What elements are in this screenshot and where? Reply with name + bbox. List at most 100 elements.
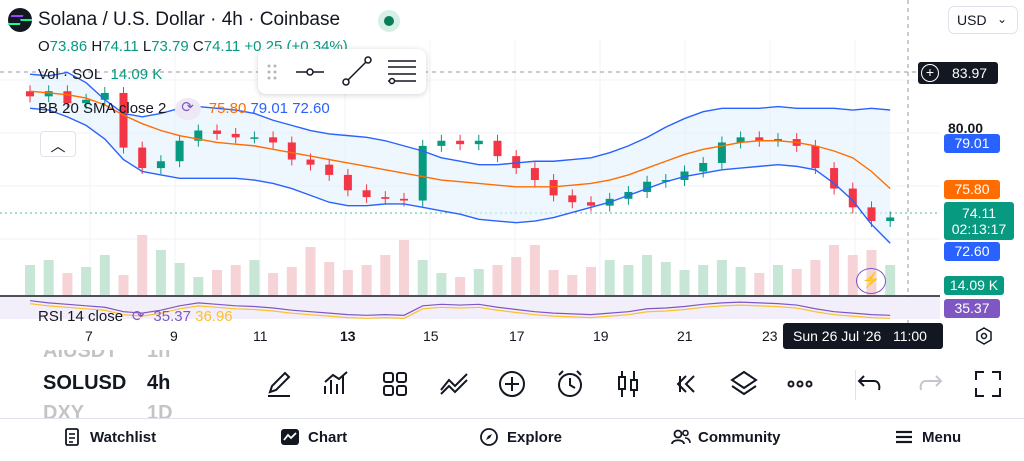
settings-hex-icon[interactable] [974, 326, 994, 346]
candle-body-38 [736, 137, 745, 143]
trend-line-icon[interactable] [342, 56, 372, 86]
volume-bar-13 [268, 273, 279, 295]
volume-bar-40 [773, 265, 783, 295]
volume-bar-36 [698, 265, 709, 295]
nav-watchlist[interactable]: Watchlist [65, 428, 156, 446]
symbol-row-dxy[interactable]: DXY 1D [43, 402, 173, 418]
volume-bar-18 [361, 265, 372, 295]
volume-bar-41 [791, 269, 802, 295]
candles-icon[interactable] [610, 366, 646, 402]
volume-bar-15 [305, 247, 316, 295]
volume-bar-12 [249, 260, 260, 295]
candle-body-8 [175, 140, 184, 162]
volume-bar-31 [604, 260, 615, 295]
plus-circle-icon[interactable] [494, 366, 530, 402]
open-value: 73.86 [49, 38, 88, 55]
volume-bar-11 [230, 265, 241, 295]
candle-body-3 [82, 99, 91, 104]
bb-label: BB 20 SMA close 2 [38, 99, 167, 117]
bb-legend[interactable]: BB 20 SMA close 2 ⟳ 75.80 79.01 72.60 [38, 98, 330, 120]
time-label-7: 7 [85, 328, 93, 344]
solana-logo [7, 8, 33, 32]
bb-basis-line [29, 90, 891, 190]
drag-handle-icon[interactable] [267, 64, 277, 80]
crosshair-price-tag[interactable]: + 83.97 [918, 62, 998, 84]
candle-body-27 [530, 168, 539, 181]
candle-body-35 [680, 171, 689, 181]
candle-body-1 [44, 91, 53, 97]
time-label-17: 17 [509, 328, 525, 344]
time-label-23: 23 [762, 328, 778, 344]
bb-basis-value: 75.80 [208, 99, 247, 117]
candle-body-28 [549, 180, 558, 196]
candle-body-25 [493, 140, 502, 157]
candle-body-13 [269, 137, 278, 143]
time-label-21: 21 [677, 328, 693, 344]
candle-body-18 [362, 190, 371, 198]
candle-body-33 [643, 181, 652, 192]
toolbar-divider [855, 370, 856, 400]
fib-retracement-icon[interactable] [388, 60, 416, 85]
refresh-icon[interactable]: ⟳ [174, 98, 201, 120]
collapse-legend-button[interactable]: ︿ [40, 131, 76, 157]
layers-icon[interactable] [726, 366, 762, 402]
bb-upper-value: 79.01 [250, 99, 289, 117]
grid-icon[interactable] [377, 366, 413, 402]
rsi-refresh-icon[interactable]: ⟳ [131, 308, 145, 325]
rewind-icon[interactable] [668, 366, 704, 402]
candle-body-10 [213, 130, 221, 134]
rsi-legend[interactable]: RSI 14 close ⟳ 35.37 36.96 [38, 307, 233, 325]
candle-body-40 [774, 139, 782, 141]
nav-chart[interactable]: Chart [281, 429, 347, 446]
more-icon[interactable] [782, 366, 818, 402]
volume-bar-43 [829, 245, 840, 295]
candle-body-21 [418, 145, 427, 201]
volume-legend[interactable]: Vol · SOL 14.09 K [38, 66, 162, 83]
candle-body-23 [456, 140, 465, 145]
symbol-row-aiusdt[interactable]: AIUSDT 1h [43, 350, 171, 362]
candle-body-6 [138, 147, 147, 169]
volume-bar-6 [137, 235, 148, 295]
horizontal-ray-icon[interactable] [296, 68, 324, 76]
volume-bar-0 [25, 265, 35, 295]
rsi-tag: 35.37 [944, 299, 1000, 318]
last-price-tag: 74.11 02:13:17 [944, 202, 1014, 240]
trend-icon[interactable] [437, 366, 473, 402]
nav-explore[interactable]: Explore [480, 428, 562, 446]
candle-body-39 [755, 137, 764, 141]
rsi-label: RSI 14 close [38, 308, 124, 325]
pencil-icon[interactable] [262, 366, 298, 402]
symbol-row-solusd[interactable]: SOLUSD 4h [43, 372, 171, 394]
volume-bar-38 [735, 267, 746, 295]
symbol-title[interactable]: Solana / U.S. Dollar · 4h · Coinbase [38, 9, 341, 30]
add-alert-icon[interactable]: + [921, 64, 939, 82]
volume-bar-32 [623, 265, 634, 295]
undo-icon[interactable] [852, 366, 888, 402]
symbol-list[interactable]: AIUSDT 1h SOLUSD 4h DXY 1D [0, 350, 180, 418]
alarm-icon[interactable] [552, 366, 588, 402]
ai-assistant-icon[interactable]: ⚡ [856, 268, 886, 294]
compass-icon [480, 428, 498, 446]
rsi-value: 35.37 [153, 308, 191, 325]
currency-select[interactable]: USD ⌄ [948, 6, 1018, 34]
candle-body-24 [474, 140, 483, 145]
nav-community[interactable]: Community [671, 429, 781, 446]
fullscreen-icon[interactable] [970, 366, 1006, 402]
volume-tag: 14.09 K [944, 276, 1004, 295]
nav-menu[interactable]: Menu [896, 429, 961, 446]
candle-body-45 [867, 207, 876, 222]
bb-lower-tag: 72.60 [944, 242, 1000, 261]
volume-bar-37 [716, 260, 727, 295]
redo-icon[interactable] [912, 366, 948, 402]
volume-bar-22 [436, 273, 447, 295]
candle-body-42 [811, 145, 820, 169]
chart-add-icon[interactable] [319, 366, 355, 402]
currency-value: USD [957, 12, 987, 28]
time-label-15: 15 [423, 328, 439, 344]
low-value: 73.79 [151, 38, 189, 55]
watchlist-icon [65, 428, 79, 446]
candle-body-46 [886, 217, 895, 222]
rsi-ma-line [29, 303, 891, 319]
